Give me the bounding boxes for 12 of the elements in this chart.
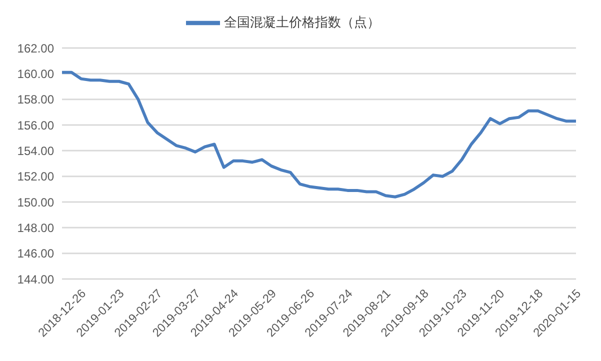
y-tick-label: 154.00 (17, 144, 54, 158)
y-tick-label: 152.00 (17, 170, 54, 184)
y-tick-label: 160.00 (17, 66, 54, 81)
y-tick-label: 158.00 (17, 92, 54, 107)
y-tick-label: 150.00 (17, 195, 54, 210)
y-tick-label: 144.00 (17, 272, 54, 286)
y-tick-label: 162.00 (17, 41, 54, 56)
y-tick-label: 146.00 (17, 246, 54, 261)
legend-label: 全国混凝土价格指数（点） (224, 14, 380, 30)
y-tick-label: 148.00 (17, 220, 54, 235)
y-tick-label: 156.00 (17, 118, 54, 132)
line-series (62, 70, 576, 198)
